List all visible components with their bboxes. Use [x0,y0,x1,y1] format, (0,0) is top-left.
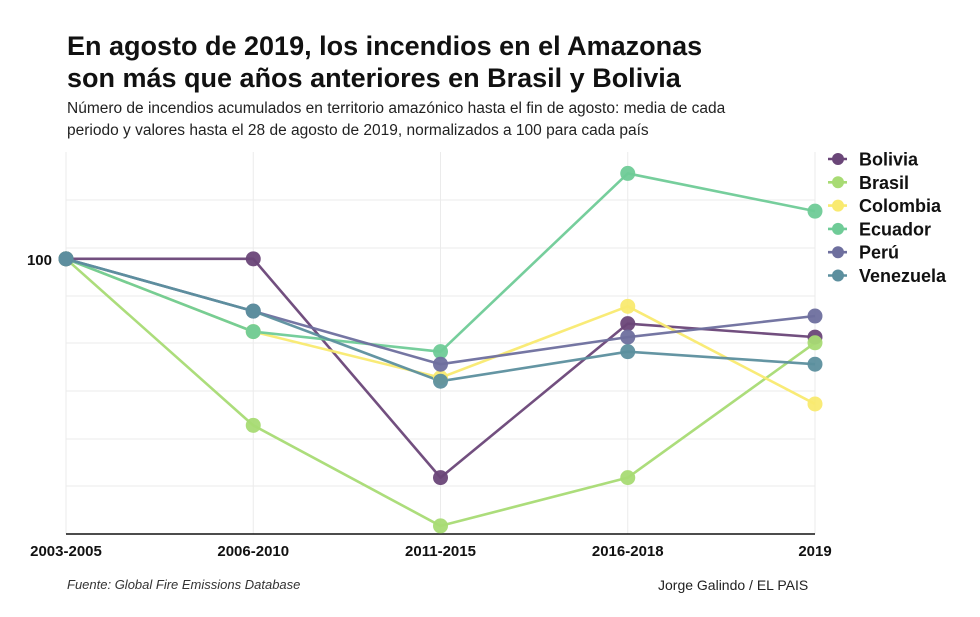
data-point-venezuela [807,356,823,372]
data-point-bolivia [245,251,261,267]
chart-subtitle-line-1: Número de incendios acumulados en territ… [67,100,726,117]
legend-marker-brasil [832,176,844,189]
data-point-bolivia [620,316,636,332]
data-point-brasil [245,417,261,433]
data-point-venezuela [58,251,74,267]
chart-title-line-2: son más que años anteriores en Brasil y … [67,63,681,93]
x-tick-label: 2006-2010 [217,543,289,560]
data-point-colombia [807,396,823,412]
data-point-ecuador [245,324,261,340]
credit-note: Jorge Galindo / EL PAIS [658,577,809,593]
data-point-ecuador [620,165,636,181]
chart-subtitle-line-2: periodo y valores hasta el 28 de agosto … [67,122,649,139]
legend-marker-colombia [832,199,844,212]
data-point-venezuela [620,344,636,360]
data-point-bolivia [433,470,448,486]
data-point-colombia [620,298,636,314]
x-tick-label: 2011-2015 [405,543,476,560]
legend-label-venezuela: Venezuela [859,266,947,286]
legend-label-colombia: Colombia [859,196,942,216]
data-point-brasil [620,470,636,486]
x-tick-label: 2003-2005 [30,543,102,560]
data-point-peru [807,308,823,324]
legend-marker-ecuador [832,222,844,235]
legend-label-ecuador: Ecuador [859,219,931,239]
data-point-peru [620,329,636,345]
legend-marker-venezuela [832,269,844,282]
data-point-venezuela [245,303,261,319]
chart-title-line-1: En agosto de 2019, los incendios en el A… [67,31,703,61]
data-point-ecuador [433,344,448,360]
data-point-ecuador [807,203,823,219]
data-point-brasil [433,518,448,534]
source-note: Fuente: Global Fire Emissions Database [67,577,301,592]
x-tick-label: 2019 [798,543,831,560]
legend-label-brasil: Brasil [859,173,909,193]
data-point-venezuela [433,373,448,389]
data-point-peru [433,356,448,372]
legend-marker-peru [832,246,844,259]
legend-label-bolivia: Bolivia [859,150,919,170]
data-point-brasil [807,335,823,351]
chart-title: En agosto de 2019, los incendios en el A… [67,30,702,94]
legend-label-peru: Perú [859,243,899,263]
chart-subtitle: Número de incendios acumulados en territ… [67,98,867,142]
legend-marker-bolivia [832,153,844,165]
y-tick-label: 100 [27,252,52,269]
x-tick-label: 2016-2018 [592,543,664,560]
